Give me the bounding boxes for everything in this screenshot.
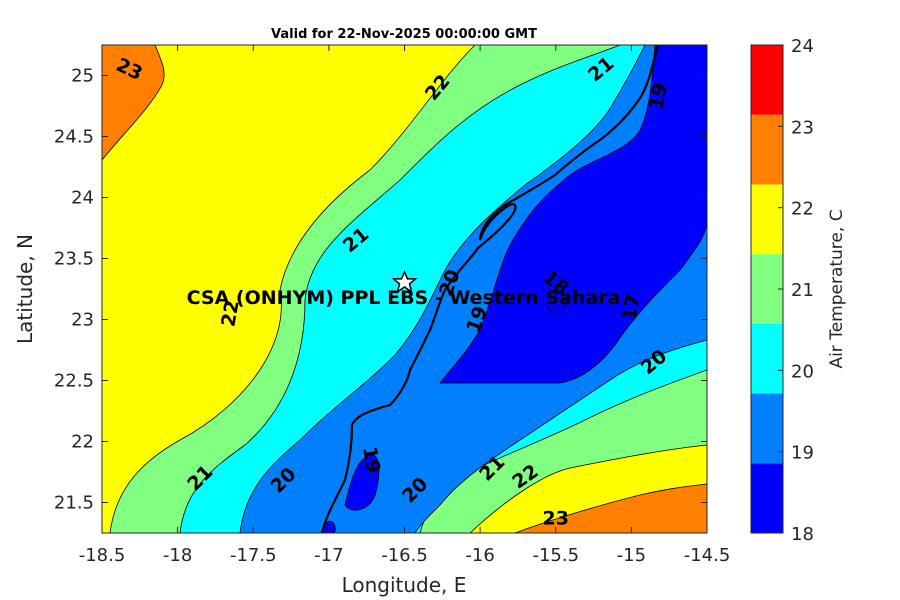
x-tick-label: -15.5	[532, 545, 579, 566]
x-tick-label: -18	[163, 545, 192, 566]
colorbar-segment	[751, 393, 783, 464]
colorbar-tick-label: 22	[791, 199, 814, 220]
contour-label: 19	[645, 81, 671, 111]
contour-label: 22	[217, 298, 243, 328]
y-tick-label: 21.5	[54, 493, 94, 514]
chart-title: Valid for 22-Nov-2025 00:00:00 GMT	[271, 27, 537, 42]
coastline	[320, 45, 660, 533]
x-axis-ticks: -18.5 -18 -17.5 -17 -16.5 -16 -15.5 -15 -14.5	[79, 45, 731, 566]
colorbar-segment	[751, 323, 783, 394]
colorbar-tick-label: 20	[791, 361, 814, 382]
band-23-24-nw	[102, 45, 165, 161]
band-18-19-east	[439, 45, 707, 384]
colorbar-segment	[751, 114, 783, 185]
x-tick-label: -18.5	[79, 545, 126, 566]
x-tick-label: -15	[617, 545, 646, 566]
x-tick-label: -14.5	[684, 545, 731, 566]
colorbar-tick-label: 23	[791, 117, 814, 138]
band-23-24-se	[514, 483, 707, 533]
x-tick-label: -16	[465, 545, 494, 566]
y-tick-label: 22	[71, 432, 94, 453]
site-marker	[391, 269, 418, 294]
colorbar-label: Air Temperature, C	[827, 209, 847, 368]
x-tick-label: -17.5	[230, 545, 277, 566]
y-axis-label: Latitude, N	[13, 234, 37, 344]
x-tick-label: -16.5	[381, 545, 428, 566]
colorbar-tick-label: 24	[791, 36, 814, 57]
colorbar-segment	[751, 184, 783, 255]
band-17-18	[547, 293, 568, 313]
y-tick-label: 24.5	[54, 127, 94, 148]
band-18-19-island	[344, 454, 380, 511]
colorbar-segment	[751, 254, 783, 324]
site-label: CSA (ONHYM) PPL EBS - Western Sahara	[187, 287, 621, 309]
y-tick-label: 23	[71, 310, 94, 331]
y-axis-ticks: 21.5 22 22.5 23 23.5 24 24.5 25	[54, 66, 707, 514]
x-axis-label: Longitude, E	[342, 573, 467, 597]
y-tick-label: 24	[71, 188, 94, 209]
colorbar-tick-label: 18	[791, 524, 814, 545]
contour-label: 17	[618, 292, 644, 322]
x-tick-label: -17	[314, 545, 343, 566]
contour-label: 19	[358, 445, 384, 475]
colorbar-segment	[751, 45, 783, 115]
colorbar: 18 19 20 21 22 23 24	[750, 36, 814, 545]
colorbar-tick-label: 21	[791, 280, 814, 301]
colorbar-segment	[751, 463, 783, 533]
y-tick-label: 22.5	[54, 371, 94, 392]
colorbar-tick-label: 19	[791, 443, 814, 464]
star-icon	[391, 269, 418, 294]
y-tick-label: 23.5	[54, 249, 94, 270]
contour-label: 23	[543, 507, 569, 529]
y-tick-label: 25	[71, 66, 94, 87]
